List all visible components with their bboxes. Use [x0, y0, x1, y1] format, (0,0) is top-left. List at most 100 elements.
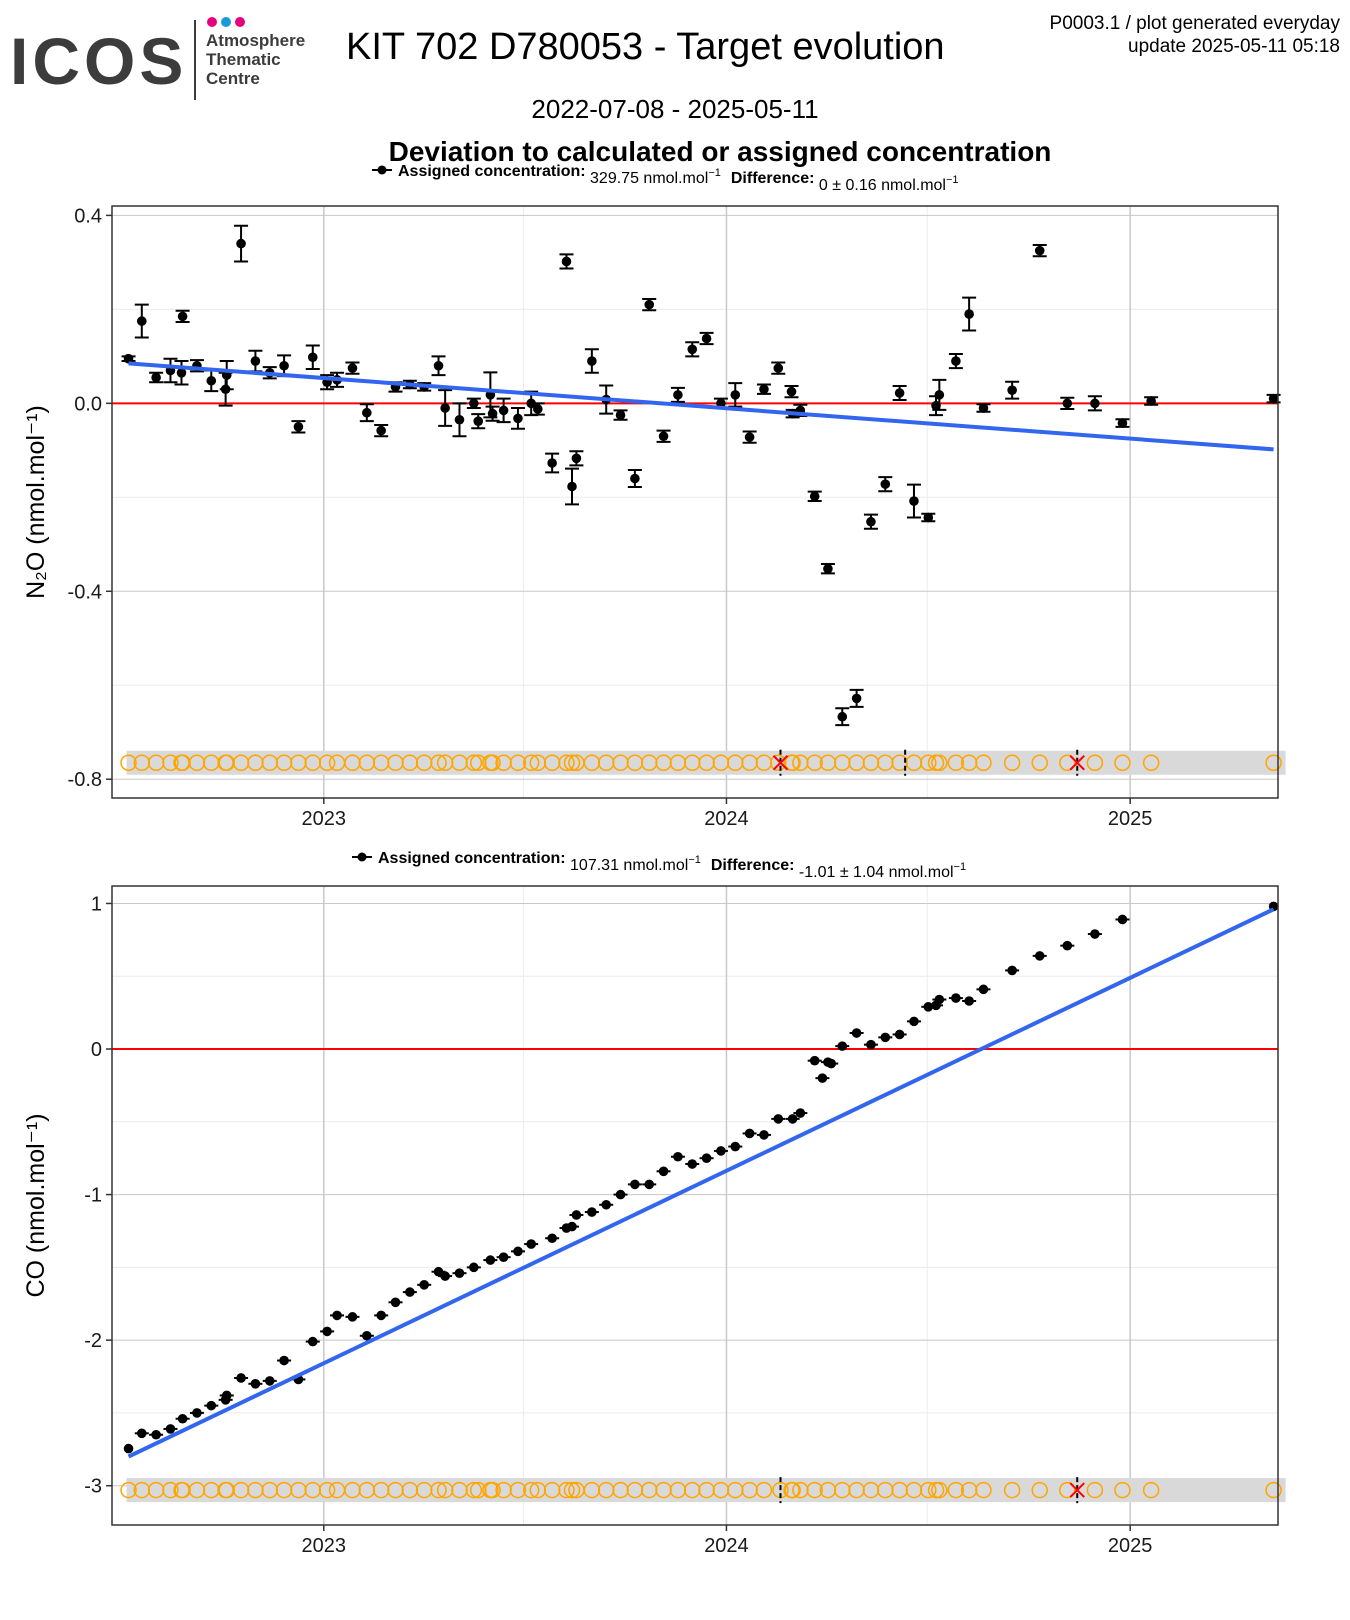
data-point	[533, 404, 543, 414]
data-point	[615, 1189, 626, 1200]
flag-circle-marker	[563, 754, 581, 772]
legend-difference-label: Difference:	[731, 170, 819, 187]
data-point	[851, 693, 862, 704]
flag-circle-marker	[162, 754, 179, 772]
data-point	[307, 1336, 318, 1347]
data-point	[795, 1108, 806, 1118]
data-point	[730, 1141, 741, 1152]
data-point	[362, 407, 372, 418]
data-point	[1007, 965, 1017, 976]
legend-unit-exponent: −1	[688, 854, 701, 866]
data-point	[362, 1330, 372, 1341]
data-point	[615, 410, 626, 420]
data-point	[513, 1246, 523, 1257]
flag-circle-marker	[1031, 754, 1048, 772]
logo-subtext-line: Centre	[206, 69, 260, 88]
legend-assigned-value: 107.31 nmol.mol	[570, 857, 688, 874]
logo-dot	[207, 17, 217, 27]
flag-circle-marker	[806, 1481, 823, 1499]
flag-circle-marker	[509, 1481, 527, 1499]
x-tick-label: 2025	[1108, 808, 1153, 830]
data-point	[759, 384, 769, 395]
data-point	[192, 1408, 202, 1418]
data-point	[964, 996, 974, 1006]
flag-cross-marker	[1069, 755, 1085, 771]
legend: Assigned concentration: 329.75 nmol.mol−…	[372, 163, 959, 194]
legend-difference-value: -1.01 ± 1.04 nmol.mol	[799, 864, 954, 881]
data-point	[1034, 245, 1045, 256]
x-tick-label: 2023	[302, 1535, 347, 1557]
data-point	[817, 1073, 828, 1083]
flag-circle-marker	[947, 754, 965, 772]
data-point	[809, 491, 820, 502]
data-point	[221, 1390, 232, 1401]
data-point	[837, 1041, 848, 1051]
data-point	[347, 363, 358, 373]
data-point	[787, 1114, 798, 1124]
data-point	[1062, 940, 1073, 951]
chart-panel-n2o: 0.4 0.0 -0.4 -0.8 2023 2024 2025 N₂O (nmol.mol⁻…	[22, 163, 1286, 830]
data-point	[236, 1373, 246, 1383]
data-point	[433, 360, 444, 371]
flag-circle-marker	[1031, 1481, 1048, 1499]
logo-dot	[221, 17, 231, 27]
flag-circle-marker	[162, 1481, 179, 1499]
flag-circle-marker	[1086, 754, 1104, 772]
data-point	[561, 256, 572, 267]
legend-key-point	[357, 852, 367, 862]
plot-frame	[111, 205, 1279, 799]
data-point	[894, 388, 905, 398]
flag-circle-marker	[975, 754, 992, 772]
data-point	[934, 390, 945, 400]
data-point	[264, 1376, 275, 1386]
update-timestamp: update 2025-05-11 05:18	[1128, 36, 1340, 57]
data-point	[454, 1268, 465, 1278]
data-point	[587, 1207, 597, 1217]
flag-circle-marker	[558, 754, 575, 772]
y-axis-label: CO (nmol.mol⁻¹)	[22, 1113, 50, 1297]
flag-circle-marker	[563, 1481, 581, 1499]
data-point	[206, 1400, 217, 1411]
data-point	[279, 360, 289, 371]
data-point	[909, 496, 919, 506]
data-point	[923, 512, 934, 523]
data-point	[469, 398, 479, 409]
data-point	[1090, 929, 1100, 939]
data-point	[279, 1355, 289, 1366]
data-point	[866, 1039, 876, 1050]
data-point	[773, 363, 784, 373]
data-point	[485, 1255, 496, 1265]
legend-unit-exponent: −1	[708, 167, 721, 179]
legend-unit-exponent: −1	[954, 861, 967, 873]
flag-band	[126, 750, 1286, 775]
data-point	[347, 1312, 358, 1322]
flag-circle-marker	[120, 1481, 137, 1499]
data-point	[1117, 914, 1128, 925]
data-point	[526, 1239, 536, 1249]
data-point	[513, 413, 523, 424]
data-point	[826, 1058, 837, 1069]
trend-line	[127, 907, 1275, 1459]
section-title: Deviation to calculated or assigned conc…	[388, 136, 1052, 167]
flag-circle-marker	[484, 754, 501, 772]
data-point	[123, 353, 134, 364]
flag-circle-marker	[318, 1481, 336, 1499]
legend-difference-value: 0 ± 0.16 nmol.mol	[819, 177, 946, 194]
flag-circle-marker	[931, 754, 948, 772]
icos-logo: ICOS Atmosphere Thematic Centre	[10, 17, 305, 100]
flag-circle-marker	[755, 1481, 773, 1499]
flag-circle-marker	[947, 1481, 965, 1499]
data-point	[894, 1029, 905, 1040]
data-point	[136, 1428, 147, 1439]
data-point	[587, 356, 597, 366]
data-point	[773, 1114, 784, 1124]
logo-subtext-line: Thematic	[206, 50, 281, 69]
data-point	[809, 1055, 820, 1066]
data-point	[567, 481, 577, 492]
data-point	[498, 405, 509, 416]
data-point	[136, 316, 147, 326]
y-tick-label: -2	[84, 1330, 102, 1352]
data-point	[658, 431, 669, 442]
flag-circle-marker	[430, 754, 447, 772]
data-point	[567, 1221, 577, 1232]
